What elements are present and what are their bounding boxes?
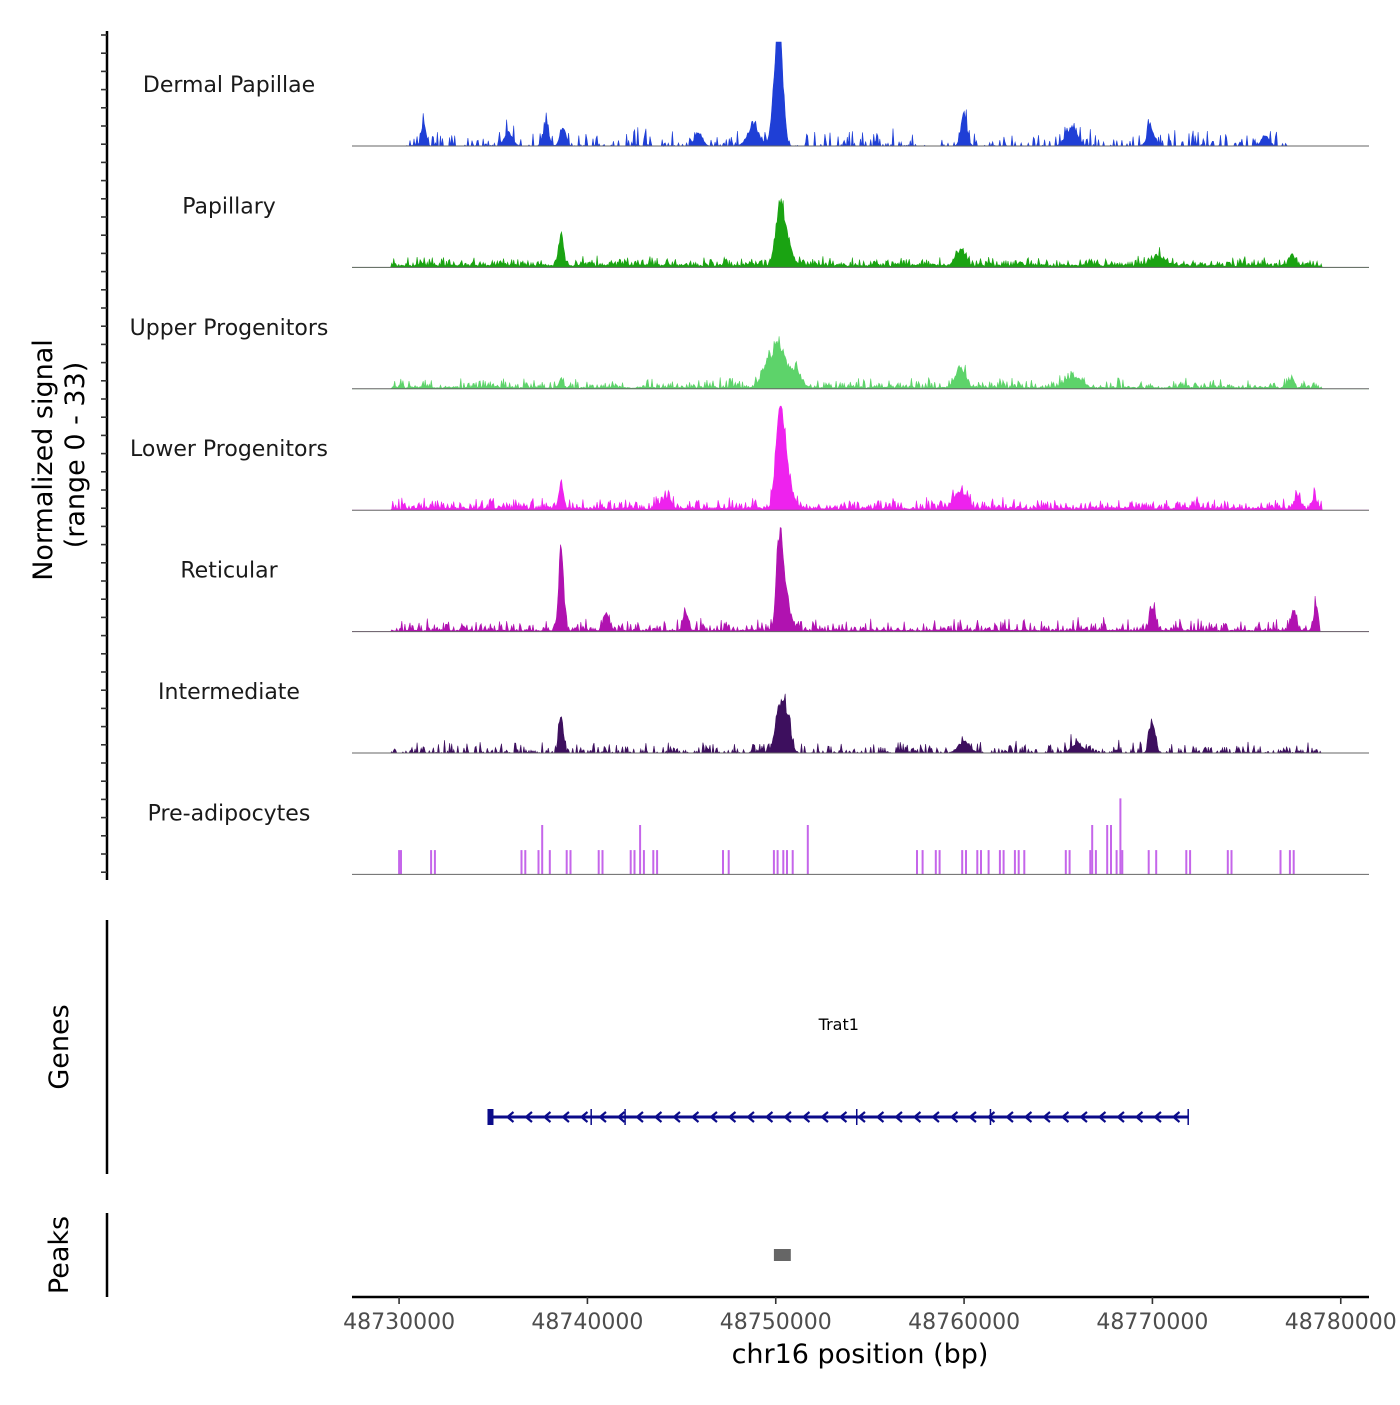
gene-strand-chevron bbox=[1171, 1111, 1181, 1123]
track-lower-progenitors: Lower Progenitors bbox=[130, 405, 1369, 511]
peak-track bbox=[773, 1249, 791, 1261]
gene-strand-chevron bbox=[857, 1111, 866, 1123]
track-pre-adipocytes: Pre-adipocytes bbox=[148, 798, 1369, 875]
x-tick-label: 48750000 bbox=[720, 1310, 832, 1335]
signal-area bbox=[352, 198, 1369, 268]
gene-strand-chevron bbox=[1079, 1111, 1088, 1123]
track-label: Papillary bbox=[182, 194, 276, 219]
signal-area bbox=[352, 41, 1369, 148]
signal-area bbox=[352, 693, 1369, 755]
signal-ylabel-line2: (range 0 - 33) bbox=[60, 362, 91, 549]
gene-strand-chevron bbox=[1116, 1111, 1125, 1123]
gene-strand-chevron bbox=[672, 1111, 681, 1123]
signal-area bbox=[352, 405, 1369, 511]
gene-strand-chevron bbox=[1097, 1111, 1107, 1123]
signal-y-axis bbox=[101, 31, 109, 880]
gene-strand-chevron bbox=[1023, 1111, 1033, 1123]
gene-strand-chevron bbox=[616, 1111, 626, 1123]
track-label: Upper Progenitors bbox=[130, 316, 329, 341]
gene-strand-chevron bbox=[690, 1111, 700, 1123]
x-tick-label: 48740000 bbox=[531, 1310, 643, 1335]
gene-strand-chevron bbox=[1042, 1111, 1051, 1123]
x-axis: 48730000 48740000 48750000 48760000 48770000… bbox=[343, 1295, 1397, 1335]
gene-strand-chevron bbox=[598, 1111, 607, 1123]
signal-area bbox=[352, 336, 1369, 390]
gene-strand-chevron bbox=[561, 1111, 570, 1123]
gene-strand-chevron bbox=[1060, 1111, 1070, 1123]
track-intermediate: Intermediate bbox=[158, 680, 1369, 755]
genes-ylabel: Genes bbox=[44, 1004, 75, 1089]
gene-strand-chevron bbox=[764, 1111, 774, 1123]
gene-strand-chevron bbox=[875, 1111, 885, 1123]
gene-strand-chevron bbox=[542, 1111, 552, 1123]
track-label: Reticular bbox=[180, 559, 278, 584]
x-tick-label: 48780000 bbox=[1285, 1310, 1397, 1335]
peak-region bbox=[773, 1249, 791, 1261]
gene-track: Trat1 bbox=[487, 1015, 1189, 1125]
gene-strand-chevron bbox=[968, 1111, 977, 1123]
x-tick-label: 48770000 bbox=[1096, 1310, 1208, 1335]
track-label: Intermediate bbox=[158, 680, 300, 705]
gene-label: Trat1 bbox=[818, 1015, 859, 1034]
track-upper-progenitors: Upper Progenitors bbox=[130, 316, 1369, 390]
gene-strand-chevron bbox=[783, 1111, 792, 1123]
gene-strand-chevron bbox=[1005, 1111, 1014, 1123]
gene-strand-chevron bbox=[727, 1111, 737, 1123]
gene-strand-chevron bbox=[746, 1111, 755, 1123]
gene-strand-chevron bbox=[709, 1111, 718, 1123]
track-label: Pre-adipocytes bbox=[148, 801, 311, 826]
gene-strand-chevron bbox=[986, 1111, 996, 1123]
track-label: Lower Progenitors bbox=[130, 437, 328, 462]
x-axis-title: chr16 position (bp) bbox=[732, 1339, 989, 1370]
signal-ylabel-line1: Normalized signal bbox=[28, 339, 59, 581]
gene-strand-chevron bbox=[524, 1111, 533, 1123]
gene-strand-chevron bbox=[1134, 1111, 1144, 1123]
x-tick-label: 48730000 bbox=[343, 1310, 455, 1335]
track-label: Dermal Papillae bbox=[143, 73, 315, 98]
gene-strand-chevron bbox=[838, 1111, 848, 1123]
peaks-ylabel: Peaks bbox=[44, 1216, 75, 1294]
gene-strand-chevron bbox=[820, 1111, 829, 1123]
gene-strand-chevron bbox=[579, 1111, 589, 1123]
gene-exon bbox=[487, 1109, 494, 1125]
gene-strand-chevron bbox=[894, 1111, 903, 1123]
gene-strand-chevron bbox=[931, 1111, 940, 1123]
track-reticular: Reticular bbox=[180, 527, 1369, 633]
signal-area bbox=[352, 527, 1369, 633]
track-papillary: Papillary bbox=[182, 194, 1369, 268]
x-tick-label: 48760000 bbox=[908, 1310, 1020, 1335]
gene-strand-chevron bbox=[801, 1111, 811, 1123]
gene-strand-chevron bbox=[949, 1111, 959, 1123]
track-dermal-papillae: Dermal Papillae bbox=[143, 41, 1369, 148]
gene-strand-chevron bbox=[505, 1111, 515, 1123]
signal-tracks: Dermal Papillae Papillary Upper Progenitor… bbox=[130, 41, 1369, 875]
gene-strand-chevron bbox=[1153, 1111, 1162, 1123]
gene-strand-chevron bbox=[635, 1111, 644, 1123]
gene-strand-chevron bbox=[912, 1111, 922, 1123]
gene-strand-chevron bbox=[653, 1111, 663, 1123]
